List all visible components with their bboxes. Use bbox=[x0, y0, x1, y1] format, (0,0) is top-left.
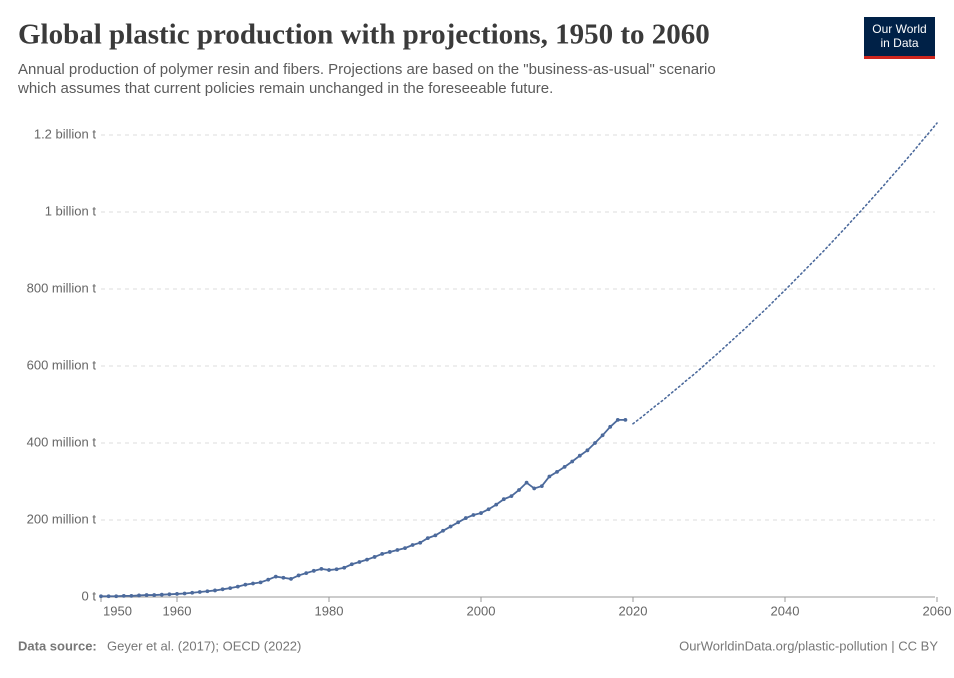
point bbox=[509, 494, 514, 499]
point bbox=[349, 562, 354, 567]
point bbox=[121, 593, 126, 598]
point bbox=[441, 528, 445, 533]
point bbox=[532, 486, 537, 491]
point bbox=[555, 469, 559, 474]
point bbox=[608, 424, 613, 429]
point bbox=[425, 536, 430, 540]
point bbox=[562, 464, 567, 469]
point bbox=[190, 590, 195, 595]
point bbox=[243, 582, 248, 587]
logo bbox=[864, 17, 935, 56]
source-label: Data source: bbox=[18, 638, 97, 653]
point bbox=[159, 592, 164, 597]
point bbox=[524, 480, 529, 485]
point bbox=[547, 474, 552, 479]
point bbox=[273, 574, 278, 579]
y-tick-label: 600 million t bbox=[27, 357, 97, 372]
point bbox=[235, 584, 240, 589]
point bbox=[266, 577, 271, 582]
subtitle: Annual production of polymer resin and f… bbox=[18, 61, 716, 78]
point bbox=[319, 566, 324, 571]
point bbox=[213, 588, 217, 593]
point bbox=[197, 590, 202, 594]
point bbox=[152, 593, 157, 597]
point bbox=[395, 548, 400, 552]
point bbox=[471, 513, 476, 517]
subtitle: which assumes that current policies rema… bbox=[17, 80, 553, 97]
x-tick-label: 2060 bbox=[923, 603, 952, 618]
point bbox=[623, 418, 628, 422]
y-tick-label: 400 million t bbox=[27, 434, 97, 449]
x-tick-label: 2040 bbox=[771, 603, 800, 618]
x-tick-label: 2020 bbox=[619, 603, 648, 618]
point bbox=[258, 580, 263, 585]
point bbox=[281, 575, 286, 580]
point bbox=[494, 502, 499, 507]
series-line bbox=[101, 419, 626, 598]
x-tick-label: 2000 bbox=[467, 603, 496, 618]
point bbox=[585, 448, 590, 453]
point bbox=[433, 533, 438, 538]
point bbox=[99, 594, 103, 599]
point bbox=[357, 560, 362, 564]
point bbox=[289, 577, 293, 581]
point bbox=[327, 568, 331, 572]
point bbox=[600, 433, 605, 438]
series-line bbox=[632, 122, 938, 425]
x-tick-label: 1950 bbox=[103, 603, 132, 618]
point bbox=[205, 589, 210, 594]
y-tick-label: 1 billion t bbox=[45, 203, 97, 218]
point bbox=[296, 573, 301, 578]
logo-text: in Data bbox=[880, 36, 918, 50]
point bbox=[387, 550, 392, 554]
source: Geyer et al. (2017); OECD (2022) bbox=[107, 638, 301, 653]
point bbox=[304, 571, 309, 576]
point bbox=[577, 453, 582, 458]
point bbox=[365, 557, 369, 562]
chart-title: Global plastic production with projectio… bbox=[18, 19, 710, 51]
logo-bar bbox=[864, 56, 935, 59]
point bbox=[167, 592, 172, 597]
point bbox=[448, 524, 453, 529]
point bbox=[182, 591, 187, 596]
point bbox=[615, 418, 620, 422]
point bbox=[418, 540, 423, 545]
point bbox=[593, 441, 597, 445]
point bbox=[175, 592, 179, 596]
point bbox=[251, 581, 255, 586]
point bbox=[456, 520, 461, 525]
point bbox=[403, 546, 407, 551]
point bbox=[106, 594, 111, 599]
point bbox=[137, 593, 141, 598]
point bbox=[486, 507, 491, 512]
x-tick-label: 1960 bbox=[163, 603, 192, 618]
y-tick-label: 200 million t bbox=[27, 511, 97, 526]
logo-text: Our World bbox=[872, 22, 926, 36]
y-tick-label: 1.2 billion t bbox=[34, 126, 97, 141]
point bbox=[114, 594, 119, 599]
point bbox=[228, 586, 233, 591]
x-tick-label: 1980 bbox=[315, 603, 344, 618]
point bbox=[144, 593, 149, 597]
point bbox=[334, 567, 339, 572]
point bbox=[380, 551, 385, 556]
point bbox=[479, 511, 483, 515]
point bbox=[570, 459, 575, 464]
point bbox=[501, 497, 506, 502]
point bbox=[463, 516, 468, 520]
y-tick-label: 0 t bbox=[82, 588, 97, 603]
point bbox=[129, 593, 134, 598]
y-tick-label: 800 million t bbox=[27, 280, 97, 295]
credit: OurWorldinData.org/plastic-pollution | C… bbox=[679, 638, 938, 653]
point bbox=[539, 484, 544, 489]
point bbox=[517, 488, 521, 492]
point bbox=[410, 543, 415, 547]
point bbox=[342, 565, 347, 570]
point bbox=[311, 568, 316, 573]
point bbox=[220, 587, 225, 592]
point bbox=[372, 555, 377, 559]
